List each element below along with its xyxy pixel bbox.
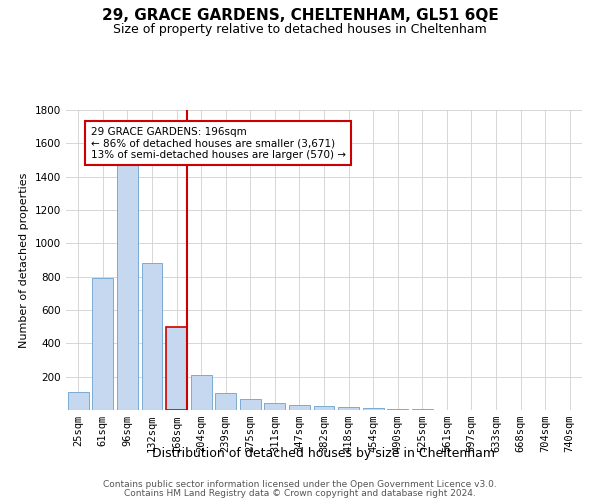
Text: Size of property relative to detached houses in Cheltenham: Size of property relative to detached ho… xyxy=(113,22,487,36)
Bar xyxy=(166,326,187,410)
Bar xyxy=(68,392,89,410)
Bar xyxy=(240,399,261,410)
Text: 29, GRACE GARDENS, CHELTENHAM, GL51 6QE: 29, GRACE GARDENS, CHELTENHAM, GL51 6QE xyxy=(101,8,499,22)
Bar xyxy=(289,405,310,410)
Bar xyxy=(117,164,138,410)
Bar xyxy=(362,408,383,410)
Bar xyxy=(387,409,408,410)
Y-axis label: Number of detached properties: Number of detached properties xyxy=(19,172,29,348)
Text: 29 GRACE GARDENS: 196sqm
← 86% of detached houses are smaller (3,671)
13% of sem: 29 GRACE GARDENS: 196sqm ← 86% of detach… xyxy=(91,126,346,160)
Bar xyxy=(265,403,286,410)
Bar xyxy=(338,407,359,410)
Text: Distribution of detached houses by size in Cheltenham: Distribution of detached houses by size … xyxy=(152,448,496,460)
Bar xyxy=(191,375,212,410)
Text: Contains public sector information licensed under the Open Government Licence v3: Contains public sector information licen… xyxy=(103,480,497,489)
Text: Contains HM Land Registry data © Crown copyright and database right 2024.: Contains HM Land Registry data © Crown c… xyxy=(124,488,476,498)
Bar xyxy=(142,264,163,410)
Bar xyxy=(314,406,334,410)
Bar xyxy=(92,278,113,410)
Bar xyxy=(215,394,236,410)
